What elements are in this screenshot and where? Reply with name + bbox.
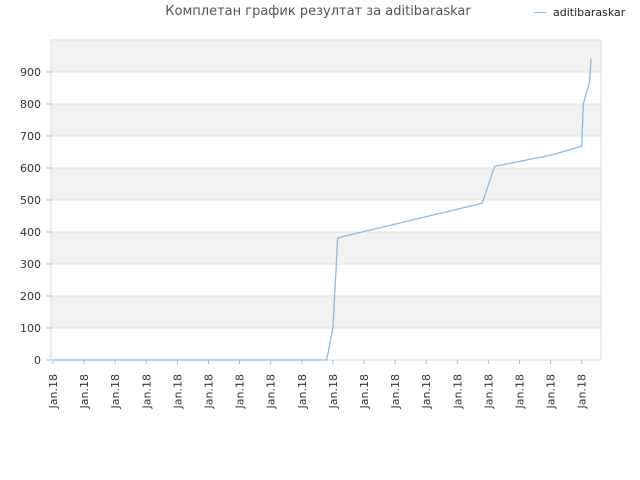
- data-point: [52, 359, 54, 361]
- data-point: [326, 359, 328, 361]
- chart-title: Комплетан график резултат за aditibarask…: [165, 4, 471, 19]
- data-point: [588, 81, 591, 83]
- x-tick-label: Jan.18: [576, 374, 589, 409]
- y-axis-ticks: 0 100 200 300 400 500 600 700 800 900: [20, 66, 51, 367]
- x-tick-label: Jan.18: [420, 374, 433, 409]
- data-point: [114, 359, 116, 361]
- chart-legend: aditibaraskar: [534, 6, 625, 19]
- grid-band: [51, 296, 601, 328]
- data-point: [550, 154, 552, 156]
- y-tick-label: 100: [20, 322, 41, 335]
- x-tick-label: Jan.18: [171, 374, 184, 409]
- y-tick-label: 700: [20, 130, 41, 143]
- x-tick-label: Jan.18: [514, 374, 527, 409]
- x-tick-label: Jan.18: [47, 374, 60, 409]
- y-tick-label: 400: [20, 226, 41, 239]
- x-axis-ticks: Jan.18 Jan.18 Jan.18 Jan.18 Jan.18 Jan.18 Jan.…: [47, 360, 589, 409]
- data-point: [239, 359, 241, 361]
- data-point: [341, 236, 343, 238]
- data-point: [494, 165, 496, 167]
- x-tick-label: Jan.18: [451, 374, 464, 409]
- data-point: [590, 58, 592, 60]
- y-tick-label: 0: [34, 354, 41, 367]
- data-point: [335, 269, 337, 271]
- series-lines: [52, 58, 592, 361]
- data-point: [176, 359, 178, 361]
- x-tick-label: Jan.18: [140, 374, 153, 409]
- y-tick-label: 500: [20, 194, 41, 207]
- x-tick-label: Jan.18: [545, 374, 558, 409]
- grid-band: [51, 40, 601, 72]
- data-point: [301, 359, 303, 361]
- data-point: [332, 327, 334, 329]
- data-point: [481, 202, 483, 204]
- grid-band: [51, 104, 601, 136]
- data-point: [145, 359, 147, 361]
- y-tick-label: 200: [20, 290, 41, 303]
- data-point: [207, 359, 210, 361]
- grid-band: [51, 232, 601, 264]
- data-point: [336, 237, 339, 239]
- x-tick-label: Jan.18: [265, 374, 278, 409]
- data-point: [270, 359, 272, 361]
- legend-label: aditibaraskar: [553, 6, 626, 19]
- legend-line-swatch: [534, 12, 546, 13]
- x-tick-label: Jan.18: [78, 374, 91, 409]
- grid-band: [51, 168, 601, 200]
- data-point: [581, 145, 583, 147]
- y-tick-label: 900: [20, 66, 41, 79]
- data-point: [582, 103, 584, 105]
- x-tick-label: Jan.18: [389, 374, 402, 409]
- x-tick-label: Jan.18: [203, 374, 216, 409]
- x-tick-label: Jan.18: [327, 374, 340, 409]
- x-tick-label: Jan.18: [234, 374, 247, 409]
- y-tick-label: 800: [20, 98, 41, 111]
- x-tick-label: Jan.18: [482, 374, 495, 409]
- y-tick-label: 300: [20, 258, 41, 271]
- grid-bands: [51, 40, 601, 328]
- x-tick-label: Jan.18: [109, 374, 122, 409]
- x-tick-label: Jan.18: [358, 374, 371, 409]
- y-tick-label: 600: [20, 162, 41, 175]
- data-point: [83, 359, 85, 361]
- x-tick-label: Jan.18: [296, 374, 309, 409]
